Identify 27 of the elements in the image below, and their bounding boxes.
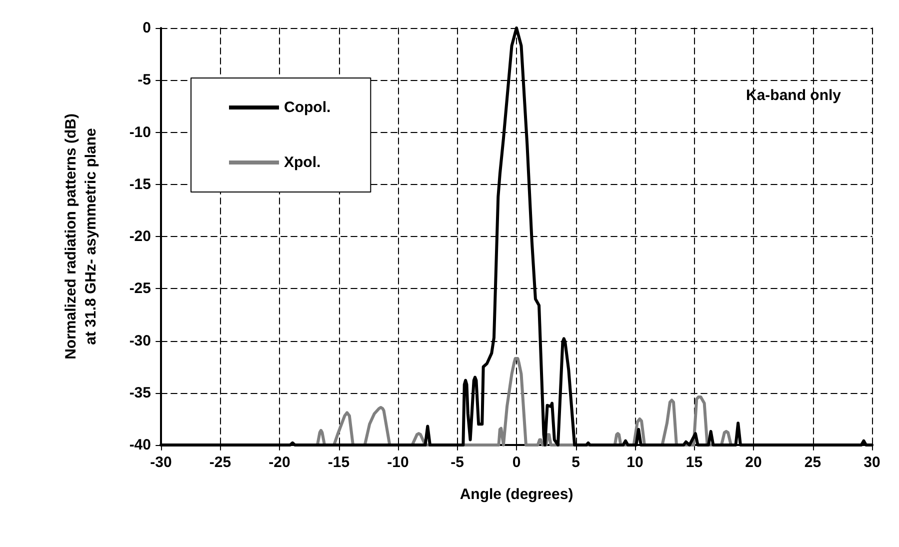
y-axis-title: Normalized radiation patterns (dB) at 31.8 GHz- asymmetric plane	[62, 114, 100, 360]
x-tick-label: 20	[745, 454, 762, 471]
y-tick-label: 0	[142, 20, 151, 36]
legend-label: Xpol.	[284, 154, 321, 171]
y-tick-label: -20	[129, 228, 151, 245]
y-tick-label: -25	[129, 280, 151, 298]
x-tick-label: -10	[387, 454, 409, 471]
y-tick-label: -30	[129, 332, 151, 350]
y-tick-label: -15	[129, 176, 151, 193]
y-tick-label: -40	[129, 436, 151, 454]
y-tick-label: -35	[129, 384, 151, 402]
x-tick-label: -20	[268, 454, 290, 471]
x-tick-label: 5	[572, 454, 580, 471]
x-tick-label: 15	[686, 454, 703, 471]
x-tick-label: -15	[328, 454, 350, 471]
x-tick-label: -30	[150, 454, 172, 471]
y-tick-label: -10	[129, 124, 151, 141]
x-tick-label: -25	[209, 454, 232, 471]
legend-label: Copol.	[284, 99, 331, 116]
x-tick-label: 10	[626, 454, 644, 471]
x-axis-title: Angle (degrees)	[460, 486, 574, 503]
x-tick-label: -5	[450, 454, 464, 471]
x-tick-label: 30	[864, 454, 880, 471]
y-tick-label: -5	[138, 72, 151, 89]
annotation: Ka-band only	[746, 87, 842, 104]
x-tick-label: 25	[804, 454, 822, 471]
x-tick-label: 0	[512, 454, 521, 471]
